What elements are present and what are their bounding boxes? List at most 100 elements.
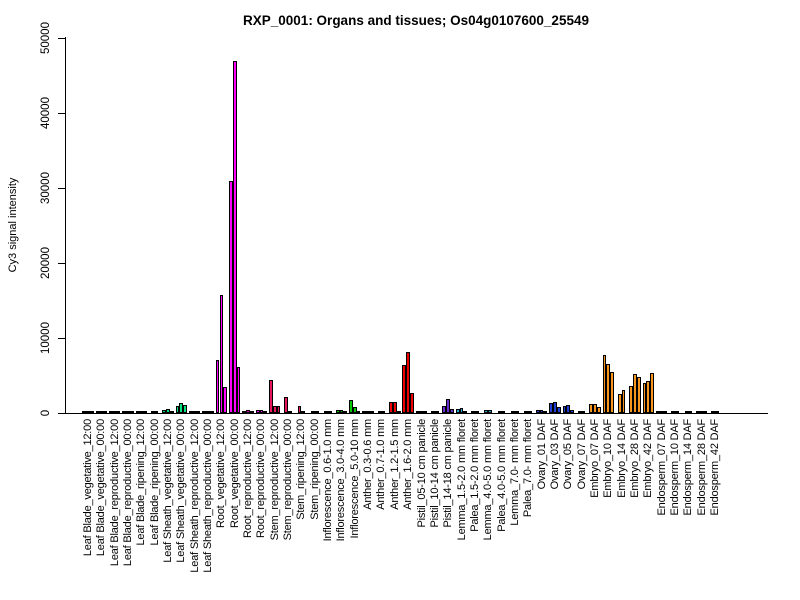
bar [410,392,414,413]
bar [570,410,574,413]
bar [695,411,700,414]
x-tick-label: Inflorescence_0.6-1.0 mm [322,419,335,542]
bar [343,410,348,413]
bar [89,411,94,414]
bar [406,352,411,413]
y-tick-label: 30000 [40,172,52,204]
bar [112,411,117,414]
bar [539,410,544,413]
bar [362,411,367,414]
y-tick-label: 10000 [40,322,52,354]
bar [108,411,113,414]
bar [511,411,515,414]
x-tick-label: Inflorescence_3.0-4.0 mm [335,419,348,542]
bar [366,411,371,414]
bar [206,411,210,414]
bar [276,405,281,413]
bar [202,411,207,414]
bar [269,380,273,413]
x-tick-label: Leaf Blade_ripening_00:00 [148,419,161,546]
bar [135,411,140,414]
bar [284,397,289,413]
bar [528,411,533,414]
y-tick-label: 40000 [40,97,52,129]
bar [549,403,553,413]
bar [711,411,715,414]
y-tick-mark [58,113,65,114]
x-tick-label: Ovary_07 DAF [575,419,588,490]
x-tick-label: Leaf Blade_vegetative_12:00 [82,419,94,557]
bar [636,377,641,413]
bar [642,383,647,413]
bar [606,364,611,413]
bar [232,60,237,413]
bar [646,380,651,413]
x-tick-label: Leaf Sheath_vegetative_00:00 [175,419,188,563]
bar [450,408,454,413]
bar [175,406,180,413]
bar [562,405,567,413]
bar [389,401,393,413]
bar [154,411,159,414]
x-tick-label: Leaf Blade_reproductive_00:00 [122,419,135,567]
x-tick-label: Leaf Blade_ripening_12:00 [135,419,148,546]
bar [99,411,104,414]
bar [314,411,319,414]
bar [423,411,428,414]
x-tick-label: Embryo_42 DAF [642,419,655,498]
bar [143,411,148,414]
bar [215,359,220,413]
bar [610,371,614,413]
x-axis-line [65,413,768,414]
bar [189,411,193,414]
bar [246,410,250,413]
bar [377,411,382,414]
y-tick-mark [58,413,65,414]
x-tick-label: Stem_reproductive_00:00 [282,419,295,541]
bar [259,410,264,413]
bar [255,410,260,413]
bar [103,411,108,414]
bar [95,411,100,414]
x-tick-label: Embryo_28 DAF [628,419,641,498]
bar [699,411,704,414]
x-tick-label: Embryo_10 DAF [602,419,615,498]
y-tick-mark [58,263,65,264]
bar [129,411,134,414]
bar [684,411,689,414]
bar [419,411,424,414]
bar [183,404,188,413]
x-tick-label: Endosperm_28 DAF [695,419,708,516]
x-tick-label: Pistil_05-10 cm panicle [415,419,428,528]
bar [674,411,679,414]
x-tick-label: Leaf Blade_vegetative_00:00 [95,419,108,557]
bar [633,374,637,413]
y-tick-label: 50000 [40,22,52,54]
x-tick-label: Embryo_14 DAF [615,419,628,498]
x-tick-label: Pistil_14-18 cm panicle [442,419,455,528]
bar [514,411,519,414]
bar [328,411,332,414]
bar [229,180,233,413]
x-tick-label: Anther_1.2-1.5 mm [388,419,401,510]
bar [263,410,268,413]
bar [82,411,87,414]
bar [463,410,468,413]
bar [139,411,144,414]
y-tick-mark [58,38,65,39]
bar [455,408,460,413]
bar [442,405,447,413]
bar [556,407,561,413]
bar [501,411,506,414]
bar [335,410,340,413]
x-tick-label: Lemma_4.0-5.0 mm floret [482,419,495,541]
bar [543,411,548,414]
x-tick-label: Anther_0.7-1.0 mm [375,419,388,510]
bar [242,410,247,413]
x-tick-label: Leaf Sheath_vegetative_12:00 [162,419,175,563]
x-tick-label: Stem_reproductive_12:00 [268,419,281,541]
bar [249,411,254,414]
bar [497,411,502,414]
bar [415,410,420,413]
bar [352,407,357,413]
